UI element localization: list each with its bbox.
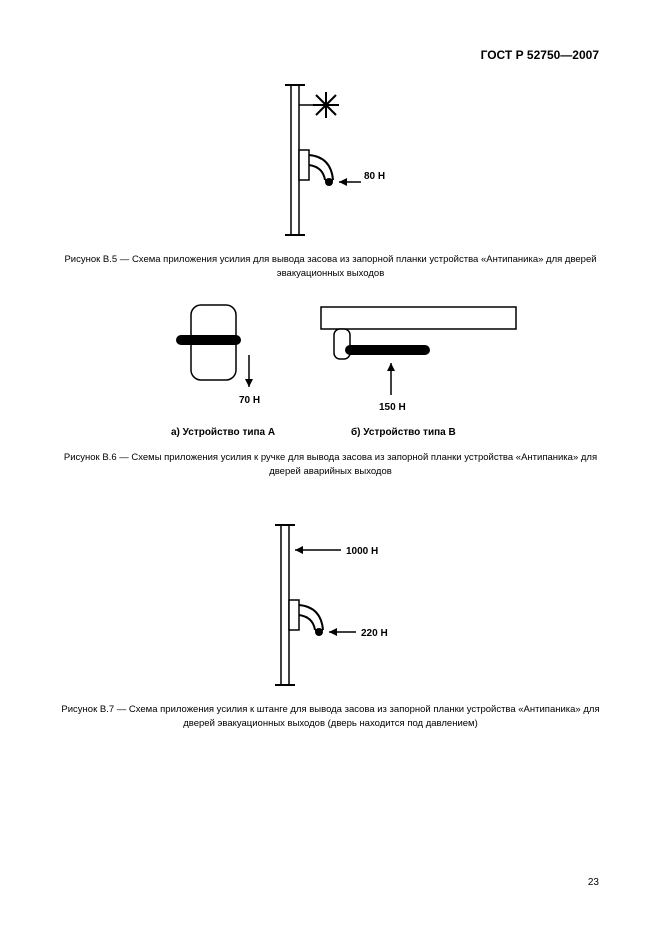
- diagram-b5: 80 H: [231, 75, 431, 245]
- caption-b7: Рисунок В.7 — Схема приложения усилия к …: [0, 703, 661, 732]
- force-label-b6a: 70 H: [239, 395, 260, 406]
- figure-b7: 1000 H 220 H Рисунок В.7 — Схема приложе…: [0, 515, 661, 732]
- force-label-b7-top: 1000 H: [346, 546, 378, 557]
- diagram-b7: 1000 H 220 H: [211, 515, 451, 695]
- figure-b5: 80 H Рисунок В.5 — Схема приложения усил…: [0, 75, 661, 282]
- sublabel-b: б) Устройство типа В: [351, 426, 456, 438]
- caption-b5: Рисунок В.5 — Схема приложения усилия дл…: [0, 253, 661, 282]
- force-label-b7-bottom: 220 H: [361, 628, 388, 639]
- figure-b6: 70 H 150 H а) Устройство типа А б) Устро…: [0, 295, 661, 480]
- sublabel-a: а) Устройство типа А: [171, 427, 275, 438]
- page: ГОСТ Р 52750—2007: [0, 0, 661, 936]
- force-label-b5: 80 H: [364, 171, 385, 182]
- diagram-b6: 70 H 150 H а) Устройство типа А б) Устро…: [121, 295, 541, 445]
- force-label-b6b: 150 H: [379, 402, 406, 413]
- page-number: 23: [588, 877, 599, 888]
- caption-b6: Рисунок В.6 — Схемы приложения усилия к …: [0, 451, 661, 480]
- document-header: ГОСТ Р 52750—2007: [481, 48, 599, 62]
